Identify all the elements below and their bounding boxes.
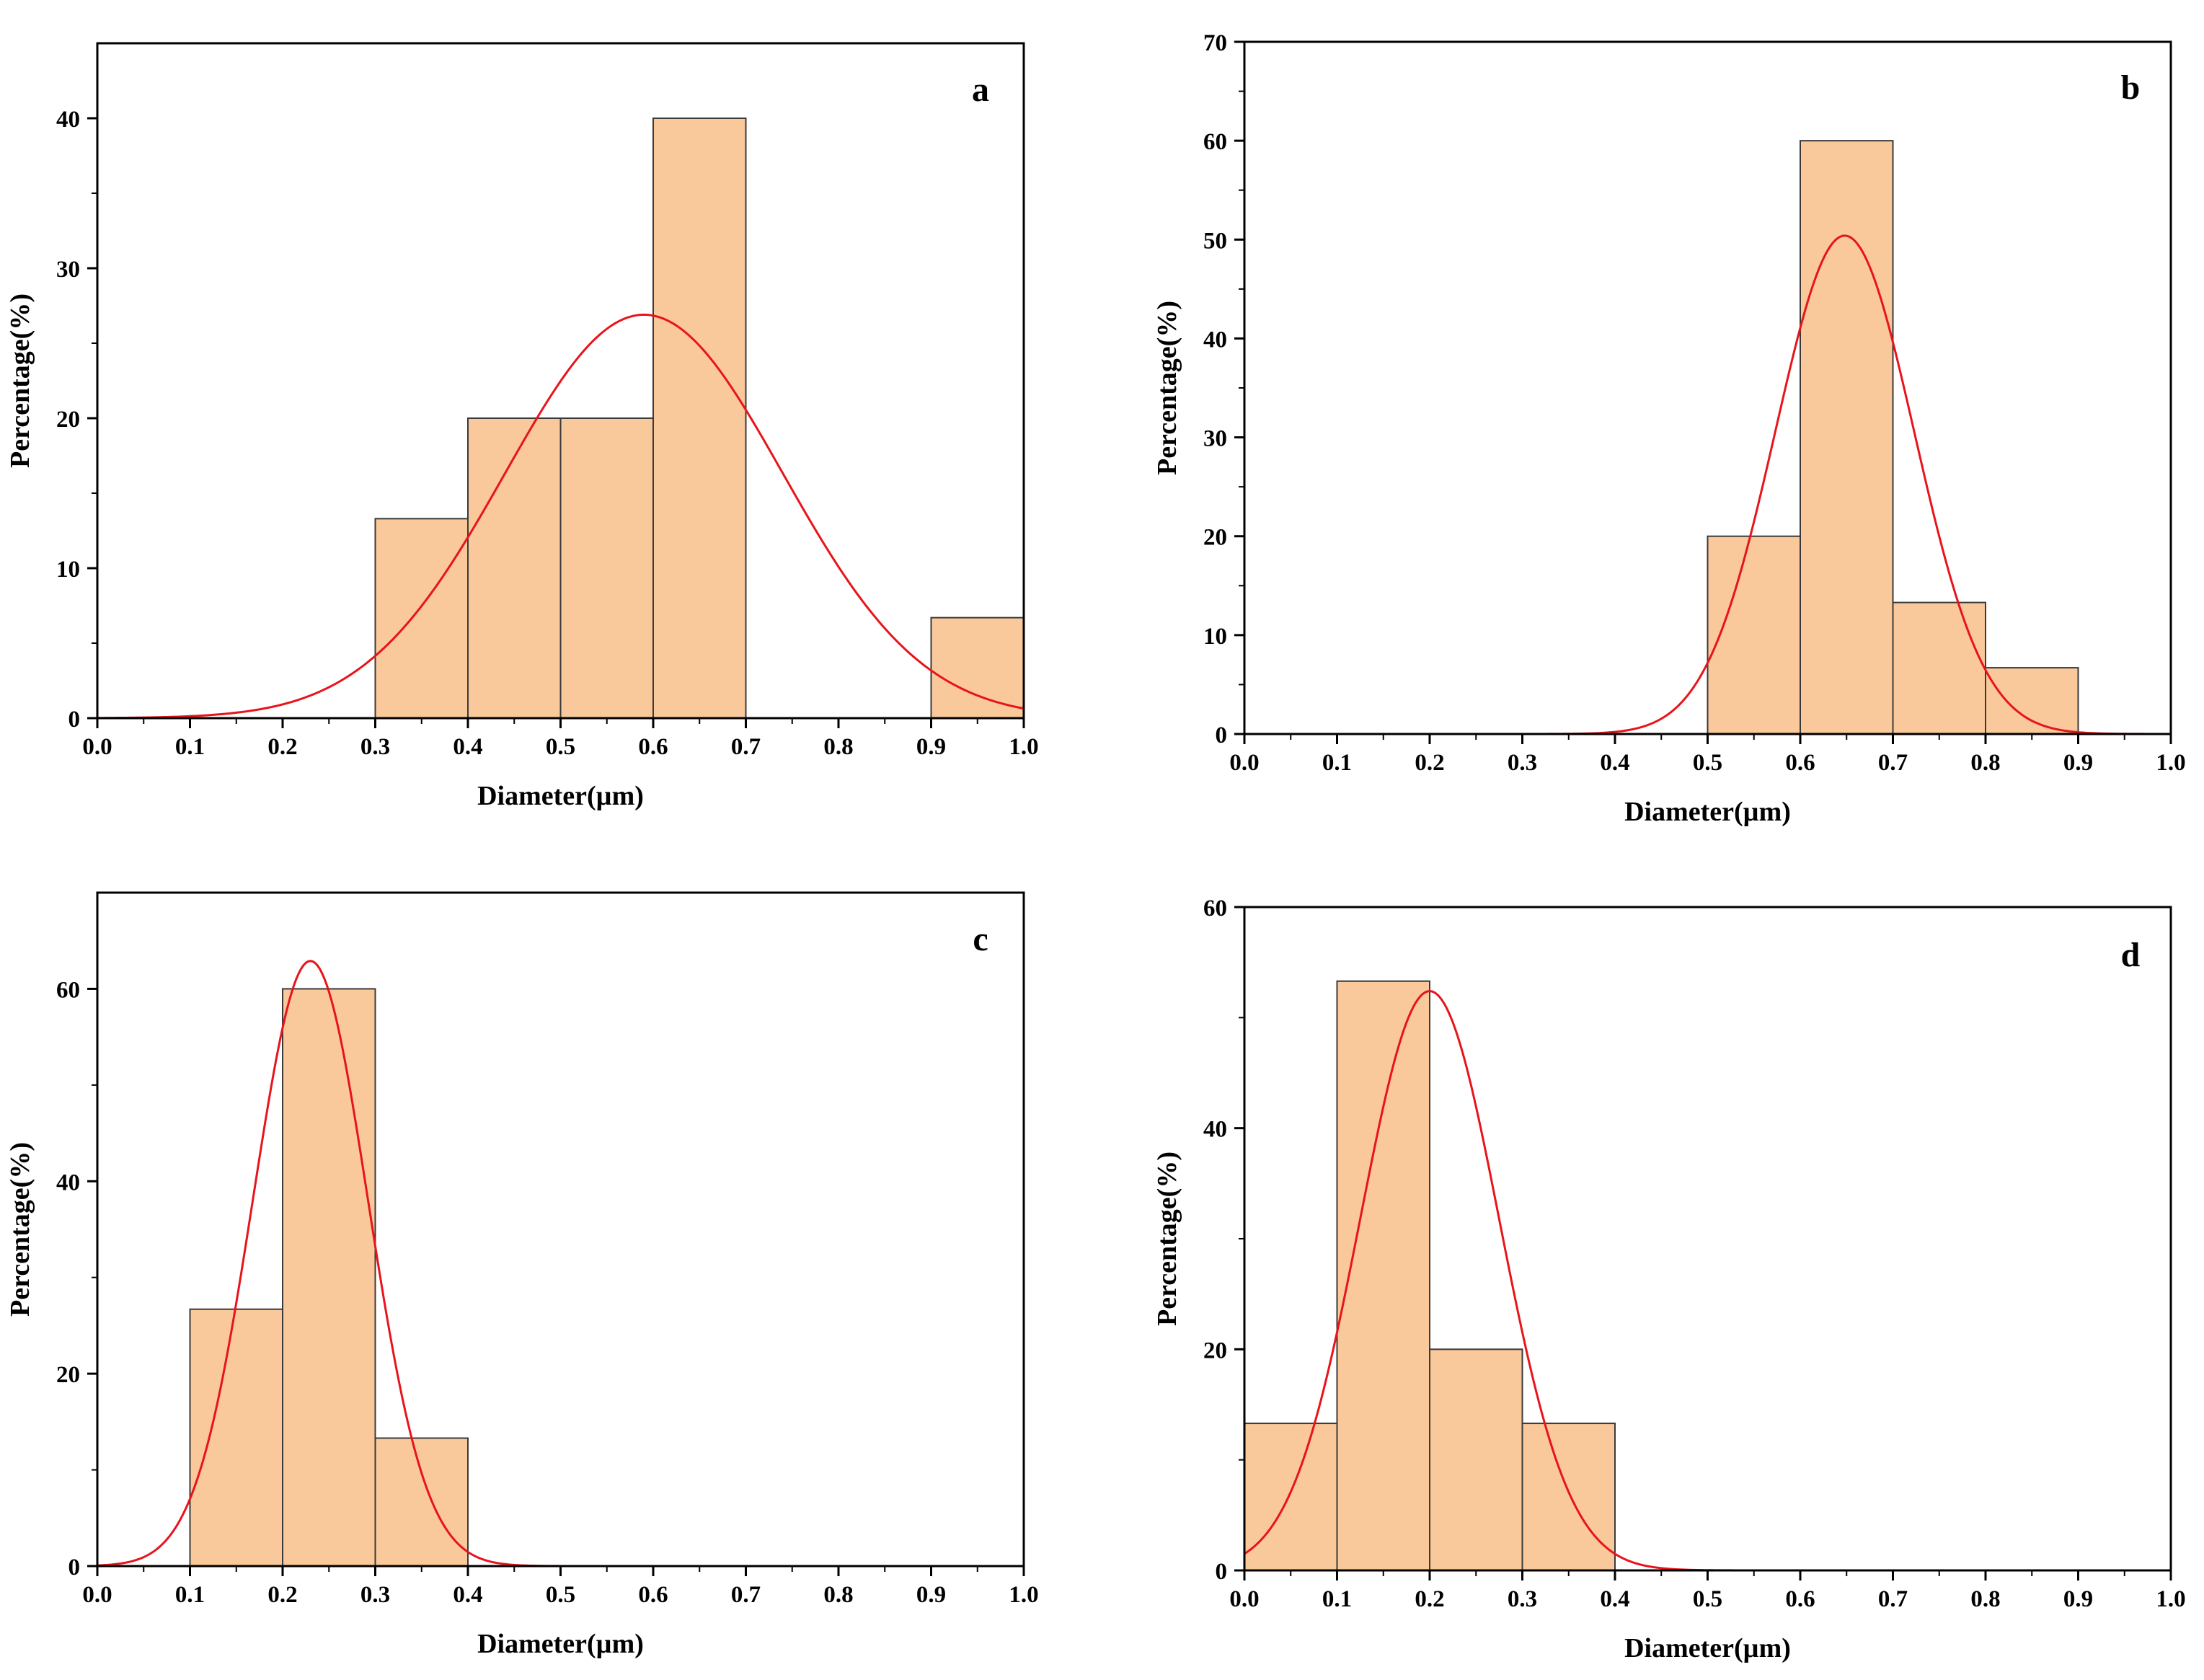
histogram-bar [1892, 601, 1986, 735]
x-tick-label: 0.0 [82, 1582, 112, 1608]
x-tick-label: 1.0 [2156, 1586, 2185, 1612]
y-axis-title: Percentage(%) [1152, 301, 1182, 475]
histogram-bar [467, 417, 562, 719]
histogram-bar [930, 616, 1024, 720]
x-tick-label: 0.8 [823, 734, 853, 760]
x-tick-label: 1.0 [1009, 1582, 1038, 1608]
x-tick-label: 0.1 [175, 734, 205, 760]
x-tick-label: 0.9 [916, 734, 946, 760]
histogram-bar [1800, 140, 1894, 735]
x-tick-label: 0.9 [2063, 1586, 2093, 1612]
histogram-bar [559, 417, 654, 719]
histogram-panel-d: 0.0 0.1 0.2 0.3 0.4 0.5 0.6 0.7 0.8 0.9 1.0 0 20 40 60… [1152, 896, 2186, 1663]
y-tick-label: 10 [1203, 624, 1227, 650]
y-tick-label: 40 [1203, 327, 1227, 353]
x-tick-label: 0.9 [2063, 750, 2093, 776]
panel-label: b [2121, 68, 2141, 107]
panel-label: a [972, 71, 989, 109]
y-tick-label: 20 [56, 407, 80, 433]
x-tick-label: 0.3 [360, 1582, 390, 1608]
y-axis-title: Percentage(%) [5, 1142, 35, 1317]
histogram-bar [1707, 535, 1801, 735]
x-tick-label: 0.6 [638, 1582, 668, 1608]
x-tick-label: 0.5 [1693, 1586, 1722, 1612]
x-tick-label: 0.5 [546, 1582, 575, 1608]
x-tick-label: 0.4 [453, 734, 482, 760]
x-tick-label: 0.8 [1970, 1586, 2000, 1612]
x-tick-label: 0.2 [267, 1582, 297, 1608]
histogram-bar [374, 1437, 469, 1568]
histogram-bar [374, 518, 469, 719]
y-tick-label: 40 [56, 107, 80, 133]
x-tick-label: 0.7 [731, 1582, 761, 1608]
histogram-bar [1336, 980, 1430, 1571]
y-tick-label: 40 [56, 1170, 80, 1195]
x-tick-label: 0.5 [1693, 750, 1722, 776]
x-axis-title: Diameter(µm) [477, 781, 644, 811]
y-tick-label: 20 [56, 1362, 80, 1388]
histogram-bar [282, 988, 376, 1567]
x-tick-label: 0.6 [1785, 750, 1815, 776]
panel-label: c [973, 920, 988, 958]
x-tick-label: 0.4 [1600, 1586, 1629, 1612]
x-tick-label: 0.1 [1322, 750, 1352, 776]
histogram-bar [1521, 1423, 1616, 1571]
x-tick-label: 0.3 [1508, 750, 1537, 776]
x-tick-label: 0.8 [1970, 750, 2000, 776]
histogram-panel-a: 0.0 0.1 0.2 0.3 0.4 0.5 0.6 0.7 0.8 0.9 1.0 0 10 20 30… [5, 42, 1039, 811]
x-tick-label: 0.1 [1322, 1586, 1352, 1612]
x-tick-label: 0.2 [1415, 750, 1444, 776]
y-axis-title: Percentage(%) [1152, 1151, 1182, 1326]
x-tick-label: 0.3 [360, 734, 390, 760]
histogram-panel-b: 0.0 0.1 0.2 0.3 0.4 0.5 0.6 0.7 0.8 0.9 1.0 0 10 20 30… [1152, 30, 2186, 827]
x-tick-label: 0.4 [1600, 750, 1629, 776]
x-tick-label: 0.0 [1229, 750, 1259, 776]
y-tick-label: 60 [56, 977, 80, 1003]
histogram-bar [1244, 1423, 1338, 1571]
x-tick-label: 0.0 [82, 734, 112, 760]
histogram-bar [652, 118, 747, 719]
y-tick-label: 60 [1203, 896, 1227, 921]
y-tick-label: 60 [1203, 129, 1227, 155]
y-tick-label: 40 [1203, 1117, 1227, 1143]
panel-label: d [2121, 936, 2141, 974]
x-tick-label: 0.2 [267, 734, 297, 760]
x-tick-label: 0.7 [1878, 1586, 1908, 1612]
x-tick-label: 0.9 [916, 1582, 946, 1608]
x-axis-title: Diameter(µm) [1624, 1633, 1791, 1663]
x-tick-label: 1.0 [2156, 750, 2185, 776]
histogram-bar [1429, 1348, 1523, 1572]
y-tick-label: 0 [1216, 1559, 1228, 1585]
x-tick-label: 0.4 [453, 1582, 482, 1608]
y-tick-label: 30 [1203, 426, 1227, 452]
x-tick-label: 0.5 [546, 734, 575, 760]
x-tick-label: 0.6 [1785, 1586, 1815, 1612]
y-tick-label: 10 [56, 557, 80, 583]
x-tick-label: 0.0 [1229, 1586, 1259, 1612]
gaussian-fit-line [97, 313, 1024, 720]
y-tick-label: 20 [1203, 1338, 1227, 1363]
y-tick-label: 20 [1203, 525, 1227, 551]
histogram-bar [1985, 667, 2079, 735]
histogram-bar [189, 1308, 283, 1567]
y-tick-label: 0 [1216, 722, 1228, 748]
x-tick-label: 0.8 [823, 1582, 853, 1608]
y-tick-label: 0 [68, 707, 81, 733]
y-tick-label: 30 [56, 257, 80, 283]
x-axis-title: Diameter(µm) [1624, 797, 1791, 827]
x-tick-label: 0.2 [1415, 1586, 1444, 1612]
y-tick-label: 50 [1203, 228, 1227, 254]
x-tick-label: 0.3 [1508, 1586, 1537, 1612]
x-tick-label: 0.7 [1878, 750, 1908, 776]
histogram-panel-c: 0.0 0.1 0.2 0.3 0.4 0.5 0.6 0.7 0.8 0.9 1.0 0 20 40 60… [5, 891, 1039, 1659]
y-tick-label: 0 [68, 1555, 81, 1580]
x-tick-label: 1.0 [1009, 734, 1038, 760]
y-axis-title: Percentage(%) [5, 293, 35, 468]
y-tick-label: 70 [1203, 30, 1227, 56]
x-tick-label: 0.1 [175, 1582, 205, 1608]
x-tick-label: 0.7 [731, 734, 761, 760]
x-axis-title: Diameter(µm) [477, 1629, 644, 1659]
x-tick-label: 0.6 [638, 734, 668, 760]
